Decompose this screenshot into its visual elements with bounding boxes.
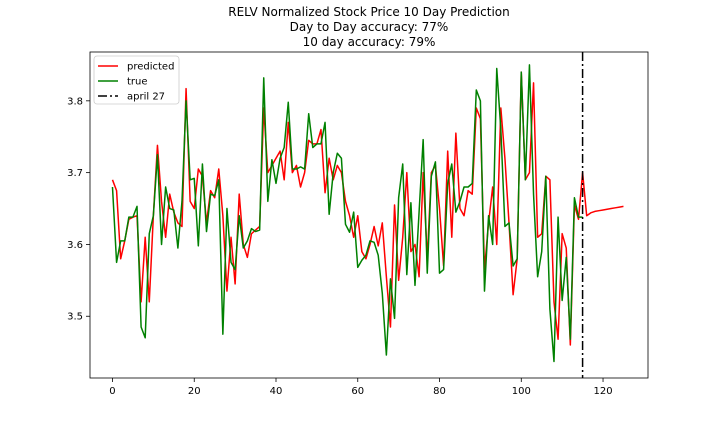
x-tick-label: 80	[433, 386, 446, 397]
x-tick-label: 40	[270, 386, 283, 397]
chart-title-line-3: 10 day accuracy: 79%	[303, 35, 436, 49]
x-tick-label: 60	[351, 386, 364, 397]
y-tick-label: 3.5	[67, 312, 83, 323]
y-tick-label: 3.6	[67, 240, 83, 251]
legend-box	[93, 55, 180, 105]
x-axis: 0 20 40 60 80 100 120	[109, 378, 613, 397]
legend-true-label: true	[127, 77, 148, 88]
y-axis: 3.5 3.6 3.7 3.8	[67, 96, 90, 323]
chart-title-line-1: RELV Normalized Stock Price 10 Day Predi…	[228, 5, 510, 19]
plot-frame	[89, 51, 649, 379]
chart-title-line-2: Day to Day accuracy: 77%	[290, 20, 449, 34]
y-tick-label: 3.8	[67, 96, 83, 107]
x-tick-label: 100	[512, 386, 531, 397]
x-tick-label: 120	[593, 386, 612, 397]
legend-april-27-label: april 27	[127, 92, 165, 103]
series-predicted-line	[111, 71, 624, 346]
x-tick-label: 0	[109, 386, 115, 397]
series-true-line	[111, 64, 583, 363]
legend: predicted true april 27	[93, 55, 180, 105]
x-tick-label: 20	[188, 386, 201, 397]
y-tick-label: 3.7	[67, 168, 83, 179]
legend-predicted-label: predicted	[127, 62, 174, 73]
